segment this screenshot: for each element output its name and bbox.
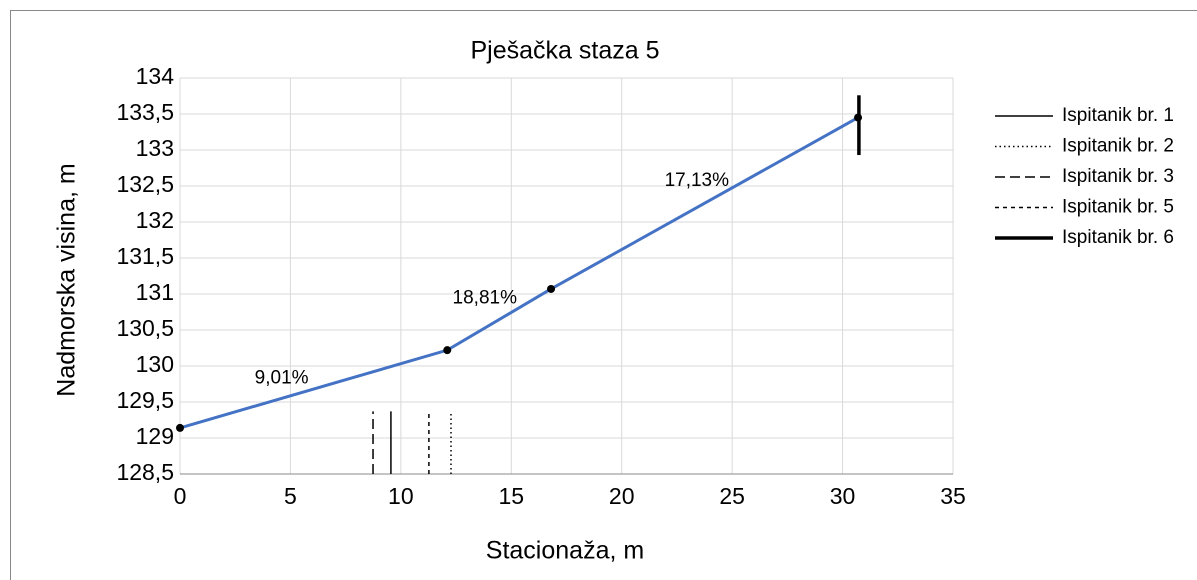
chart-title: Pješačka staza 5 (471, 37, 660, 65)
profile-line (179, 116, 859, 430)
y-tick-label: 133,5 (116, 99, 174, 125)
x-tick-label: 5 (284, 483, 297, 509)
y-tick-label: 130,5 (116, 315, 174, 341)
point (443, 346, 452, 355)
y-tick-label: 129 (136, 423, 174, 449)
point (547, 284, 556, 293)
x-tick-label: 20 (609, 483, 635, 509)
x-axis-label: Stacionaža, m (486, 537, 644, 565)
y-tick-label: 128,5 (116, 459, 174, 485)
annotation: 18,81% (453, 287, 518, 308)
legend-label: Ispitanik br. 1 (1062, 105, 1174, 126)
legend-label: Ispitanik br. 6 (1062, 227, 1174, 248)
x-tick-label: 30 (830, 483, 856, 509)
x-tick-label: 0 (174, 483, 187, 509)
legend-label: Ispitanik br. 5 (1062, 197, 1174, 218)
annotation: 9,01% (255, 367, 309, 388)
y-tick-label: 130 (136, 351, 174, 377)
y-tick-label: 132,5 (116, 171, 174, 197)
y-tick-label: 131,5 (116, 243, 174, 269)
y-tick-label: 129,5 (116, 387, 174, 413)
x-tick-label: 10 (388, 483, 414, 509)
legend-label: Ispitanik br. 2 (1062, 136, 1174, 157)
y-tick-label: 134 (136, 63, 175, 89)
x-tick-label: 25 (719, 483, 745, 509)
x-tick-label: 15 (498, 483, 524, 509)
x-tick-label: 35 (940, 483, 966, 509)
legend-label: Ispitanik br. 3 (1062, 166, 1174, 187)
y-tick-label: 131 (136, 279, 174, 305)
frame (10, 10, 1197, 580)
y-tick-label: 132 (136, 207, 174, 233)
annotation: 17,13% (665, 170, 730, 191)
y-axis-label: Nadmorska visina, m (53, 163, 81, 396)
point (176, 423, 184, 432)
y-tick-label: 133 (136, 135, 174, 161)
